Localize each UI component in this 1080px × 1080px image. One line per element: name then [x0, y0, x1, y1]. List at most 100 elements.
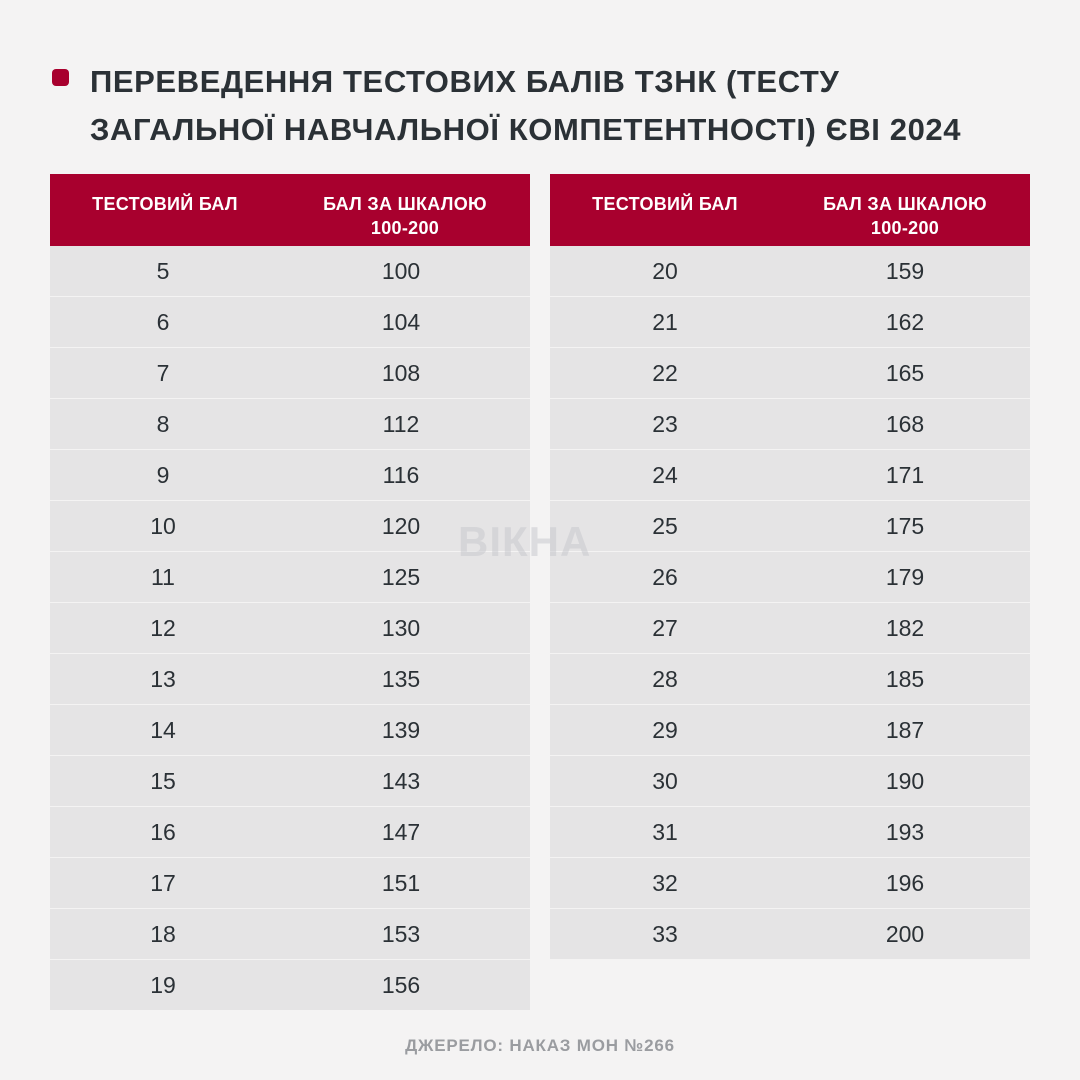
table-row: 7 108 [50, 348, 530, 399]
scale-score-cell: 175 [885, 512, 925, 539]
table-row: 12 130 [50, 603, 530, 654]
scale-score-cell: 179 [885, 563, 925, 590]
test-score-cell: 25 [652, 512, 678, 539]
table-row: 30 190 [550, 756, 1030, 807]
table-row: 9 116 [50, 450, 530, 501]
table-row: 10 120 [50, 501, 530, 552]
table-body-right: 20 159 21 162 22 165 23 168 24 171 25 175 26 179 27 182… [550, 246, 1030, 960]
table-row: 5 100 [50, 246, 530, 297]
test-score-cell: 17 [150, 869, 176, 896]
scale-score-cell: 104 [381, 308, 421, 335]
test-score-cell: 6 [156, 308, 170, 335]
header-scale-score: БАЛ ЗА ШКАЛОЮ 100-200 [780, 174, 1030, 246]
table-body-left: 5 100 6 104 7 108 8 112 9 116 10 120 11 125 12 130 13 135… [50, 246, 530, 1011]
scale-score-cell: 139 [381, 716, 421, 743]
scale-score-cell: 200 [885, 920, 925, 947]
test-score-cell: 20 [652, 257, 678, 284]
scale-score-cell: 185 [885, 665, 925, 692]
scale-score-cell: 162 [885, 308, 925, 335]
header-scale-score: БАЛ ЗА ШКАЛОЮ 100-200 [280, 174, 530, 246]
watermark: ВІКНА [458, 518, 592, 565]
table-row: 29 187 [550, 705, 1030, 756]
table-row: 16 147 [50, 807, 530, 858]
table-row: 21 162 [550, 297, 1030, 348]
test-score-cell: 27 [652, 614, 678, 641]
scale-score-cell: 187 [885, 716, 925, 743]
scale-score-cell: 135 [381, 665, 421, 692]
test-score-cell: 29 [652, 716, 678, 743]
table-row: 22 165 [550, 348, 1030, 399]
table-row: 31 193 [550, 807, 1030, 858]
scale-score-cell: 147 [381, 818, 421, 845]
table-row: 33 200 [550, 909, 1030, 960]
source-note: ДЖЕРЕЛО: НАКАЗ МОН №266 [405, 1036, 675, 1055]
test-score-cell: 31 [652, 818, 678, 845]
header-scale-score-line1: БАЛ ЗА ШКАЛОЮ [323, 194, 487, 214]
table-row: 24 171 [550, 450, 1030, 501]
test-score-cell: 5 [156, 257, 170, 284]
table-header: ТЕСТОВИЙ БАЛ БАЛ ЗА ШКАЛОЮ 100-200 [50, 174, 530, 246]
table-row: 8 112 [50, 399, 530, 450]
scale-score-cell: 193 [885, 818, 925, 845]
table-row: 15 143 [50, 756, 530, 807]
test-score-cell: 12 [150, 614, 176, 641]
test-score-cell: 19 [150, 971, 176, 998]
scale-score-cell: 156 [381, 971, 421, 998]
scale-score-cell: 165 [885, 359, 925, 386]
test-score-cell: 10 [150, 512, 176, 539]
table-row: 20 159 [550, 246, 1030, 297]
header-test-score: ТЕСТОВИЙ БАЛ [592, 194, 738, 214]
test-score-cell: 26 [652, 563, 678, 590]
test-score-cell: 15 [150, 767, 176, 794]
scale-score-cell: 116 [382, 461, 420, 488]
scale-score-cell: 120 [381, 512, 421, 539]
table-row: 18 153 [50, 909, 530, 960]
test-score-cell: 11 [151, 563, 175, 590]
scale-score-cell: 153 [381, 920, 421, 947]
scale-score-cell: 190 [885, 767, 925, 794]
test-score-cell: 18 [150, 920, 176, 947]
table-row: 32 196 [550, 858, 1030, 909]
score-table-right: ТЕСТОВИЙ БАЛ БАЛ ЗА ШКАЛОЮ 100-200 20 159… [550, 174, 1030, 960]
table-row: 25 175 [550, 501, 1030, 552]
test-score-cell: 33 [652, 920, 678, 947]
title-block: ПЕРЕВЕДЕННЯ ТЕСТОВИХ БАЛІВ ТЗНК (ТЕСТУ З… [52, 58, 1032, 154]
header-scale-score-line2: 100-200 [870, 218, 940, 238]
test-score-cell: 8 [156, 410, 170, 437]
table-row: 11 125 [50, 552, 530, 603]
test-score-cell: 9 [156, 461, 170, 488]
scale-score-cell: 171 [885, 461, 925, 488]
table-row: 27 182 [550, 603, 1030, 654]
table-row: 14 139 [50, 705, 530, 756]
test-score-cell: 28 [652, 665, 678, 692]
header-scale-score-line1: БАЛ ЗА ШКАЛОЮ [823, 194, 987, 214]
test-score-cell: 24 [652, 461, 678, 488]
test-score-cell: 13 [150, 665, 176, 692]
table-row: 26 179 [550, 552, 1030, 603]
scale-score-cell: 125 [381, 563, 421, 590]
scale-score-cell: 168 [885, 410, 925, 437]
page-title: ПЕРЕВЕДЕННЯ ТЕСТОВИХ БАЛІВ ТЗНК (ТЕСТУ З… [90, 64, 962, 147]
table-header: ТЕСТОВИЙ БАЛ БАЛ ЗА ШКАЛОЮ 100-200 [550, 174, 1030, 246]
test-score-cell: 7 [156, 359, 170, 386]
scale-score-cell: 151 [381, 869, 421, 896]
test-score-cell: 30 [652, 767, 678, 794]
test-score-cell: 21 [652, 308, 678, 335]
header-test-score: ТЕСТОВИЙ БАЛ [92, 194, 238, 214]
scale-score-cell: 130 [381, 614, 421, 641]
header-scale-score-line2: 100-200 [370, 218, 440, 238]
table-row: 6 104 [50, 297, 530, 348]
table-row: 19 156 [50, 960, 530, 1011]
test-score-cell: 22 [652, 359, 678, 386]
scale-score-cell: 108 [381, 359, 421, 386]
scale-score-cell: 159 [885, 257, 925, 284]
scale-score-cell: 196 [885, 869, 925, 896]
score-table-left: ТЕСТОВИЙ БАЛ БАЛ ЗА ШКАЛОЮ 100-200 5 100 6… [50, 174, 530, 1011]
table-row: 13 135 [50, 654, 530, 705]
scale-score-cell: 143 [381, 767, 421, 794]
table-row: 23 168 [550, 399, 1030, 450]
table-row: 28 185 [550, 654, 1030, 705]
scale-score-cell: 112 [382, 410, 420, 437]
scale-score-cell: 100 [381, 257, 421, 284]
test-score-cell: 23 [652, 410, 678, 437]
